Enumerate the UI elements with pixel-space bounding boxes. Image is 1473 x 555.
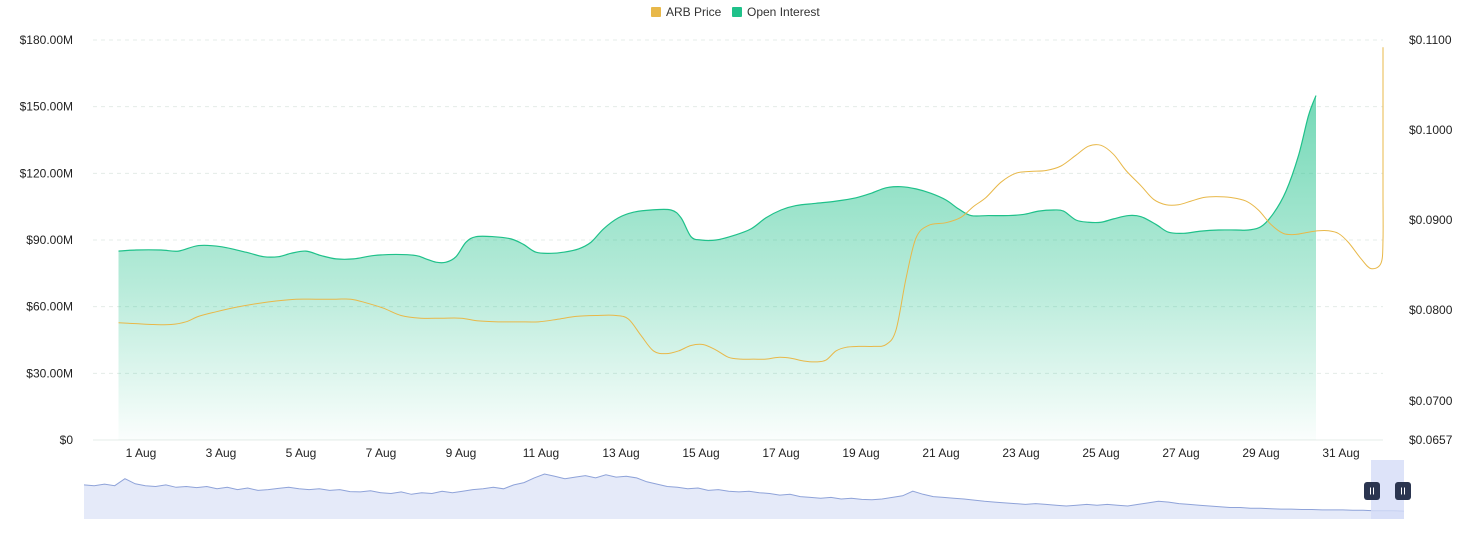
y-right-tick-label: $0.0700: [1409, 394, 1453, 408]
y-left-tick-label: $60.00M: [26, 300, 73, 314]
navigator-handle-right[interactable]: [1395, 482, 1411, 500]
legend: ARB Price Open Interest: [651, 5, 820, 19]
legend-label-arb-price[interactable]: ARB Price: [666, 5, 722, 19]
x-tick-label: 5 Aug: [286, 446, 317, 460]
navigator-line: [83, 473, 1405, 512]
x-tick-label: 7 Aug: [366, 446, 397, 460]
x-axis: 1 Aug 3 Aug 5 Aug 7 Aug 9 Aug 11 Aug 13 Aug 15 …: [126, 446, 1360, 460]
x-tick-label: 17 Aug: [762, 446, 799, 460]
y-left-tick-label: $90.00M: [26, 233, 73, 247]
range-navigator[interactable]: [83, 460, 1411, 519]
open-interest-area: [118, 95, 1316, 440]
series-layer: [118, 47, 1384, 440]
open-interest-line: [118, 95, 1317, 264]
y-left-tick-label: $30.00M: [26, 366, 73, 380]
x-tick-label: 21 Aug: [922, 446, 959, 460]
x-tick-label: 23 Aug: [1002, 446, 1039, 460]
pause-icon[interactable]: [1395, 482, 1411, 500]
x-tick-label: 27 Aug: [1162, 446, 1199, 460]
y-right-tick-label: $0.0657: [1409, 433, 1453, 447]
x-tick-label: 1 Aug: [126, 446, 157, 460]
y-axis-right: $0.1100 $0.1000 $0.0900 $0.0800 $0.0700 $0.06…: [1409, 33, 1453, 447]
x-tick-label: 3 Aug: [206, 446, 237, 460]
y-right-tick-label: $0.0900: [1409, 213, 1453, 227]
y-right-tick-label: $0.1100: [1409, 33, 1452, 47]
legend-swatch-arb-price[interactable]: [651, 7, 661, 17]
legend-label-open-interest[interactable]: Open Interest: [747, 5, 820, 19]
y-left-tick-label: $150.00M: [20, 100, 73, 114]
x-tick-label: 9 Aug: [446, 446, 477, 460]
y-left-tick-label: $120.00M: [20, 166, 73, 180]
x-tick-label: 13 Aug: [602, 446, 639, 460]
pause-icon[interactable]: [1364, 482, 1380, 500]
y-axis-left: $180.00M $150.00M $120.00M $90.00M $60.00M $3…: [20, 33, 74, 447]
y-left-tick-label: $0: [60, 433, 74, 447]
legend-swatch-open-interest[interactable]: [732, 7, 742, 17]
x-tick-label: 19 Aug: [842, 446, 879, 460]
navigator-area: [84, 474, 1404, 519]
y-left-tick-label: $180.00M: [20, 33, 73, 47]
arb-price-line: [118, 47, 1384, 363]
y-right-tick-label: $0.1000: [1409, 123, 1453, 137]
x-tick-label: 25 Aug: [1082, 446, 1119, 460]
x-tick-label: 11 Aug: [523, 446, 559, 460]
x-tick-label: 29 Aug: [1242, 446, 1279, 460]
navigator-handle-left[interactable]: [1364, 482, 1380, 500]
y-right-tick-label: $0.0800: [1409, 303, 1453, 317]
x-tick-label: 31 Aug: [1322, 446, 1359, 460]
x-tick-label: 15 Aug: [682, 446, 719, 460]
